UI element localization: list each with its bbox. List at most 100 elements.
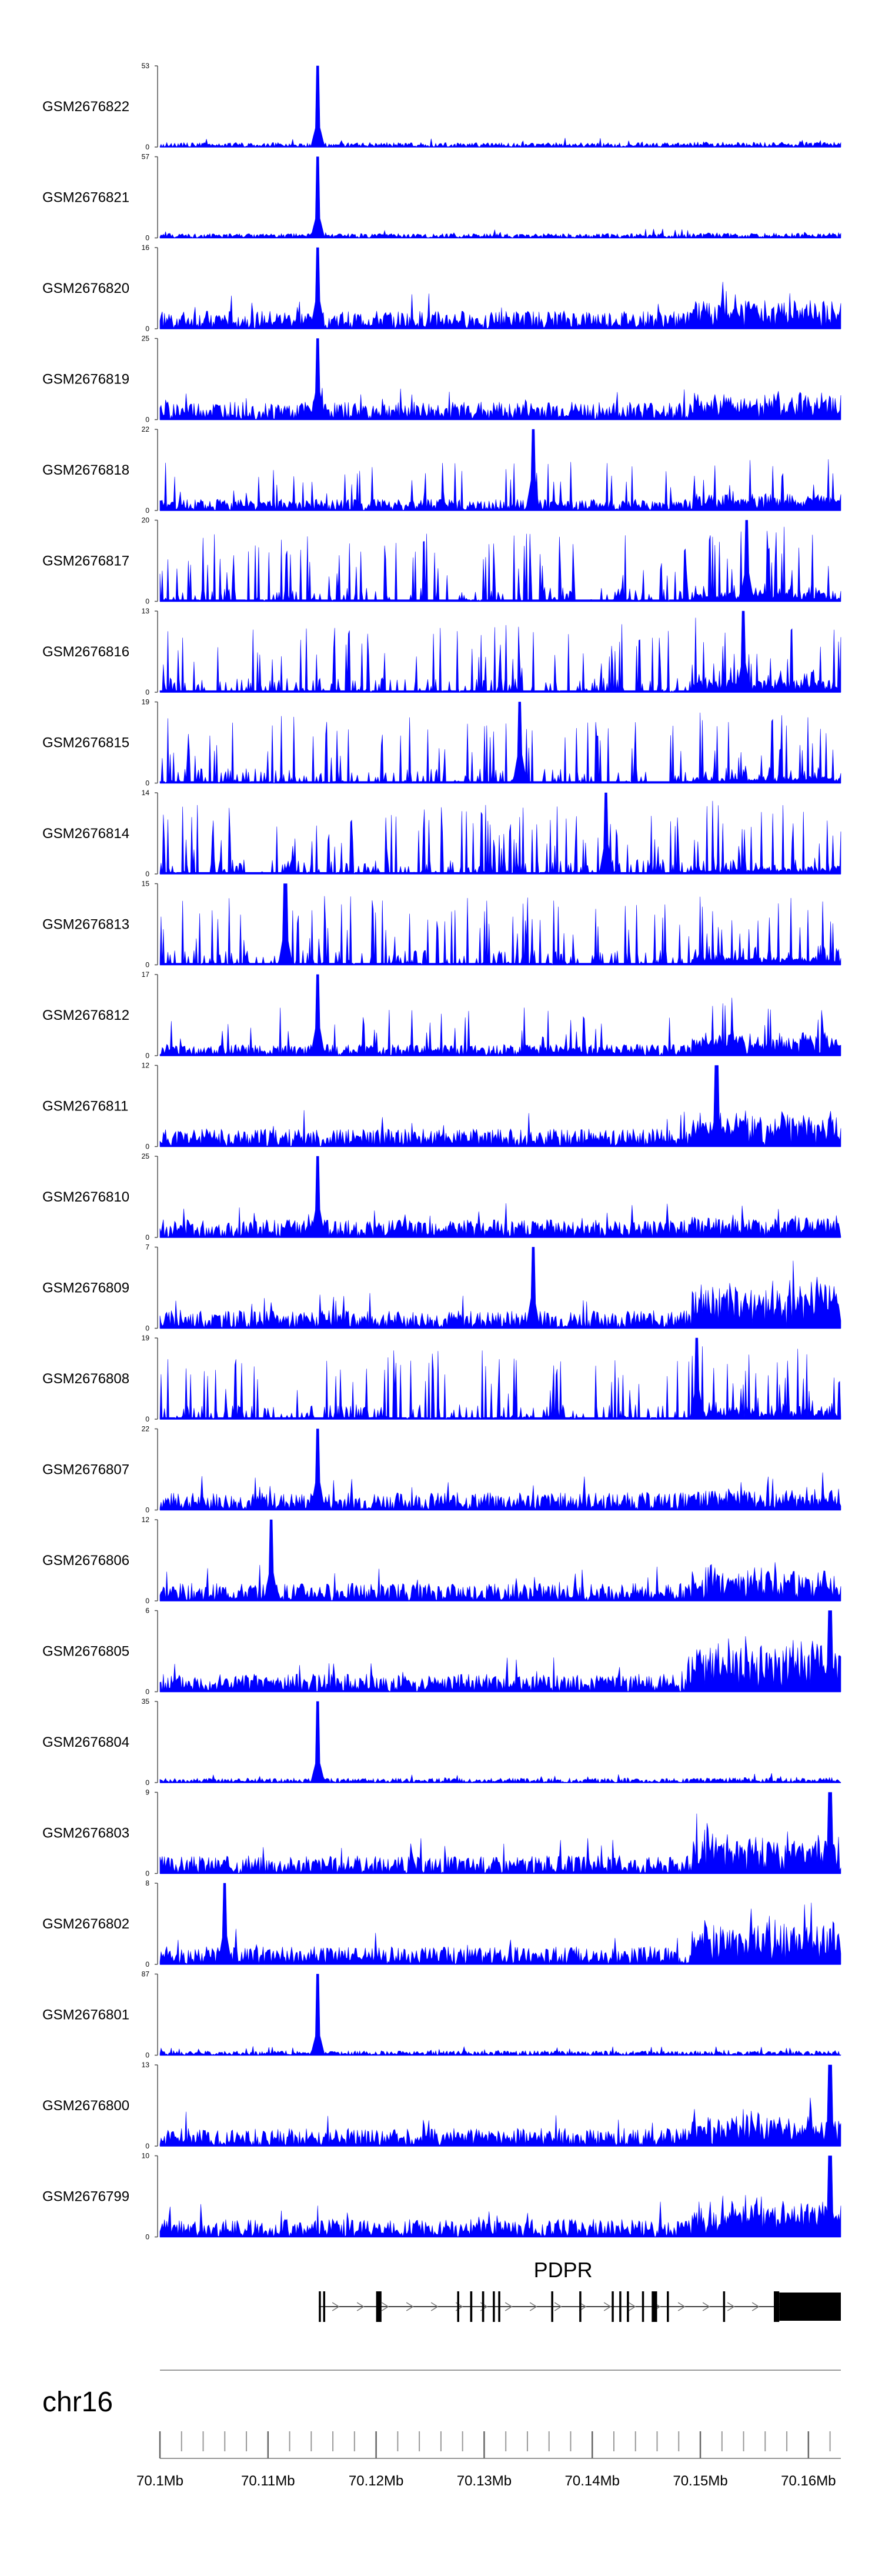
coverage-area xyxy=(159,610,841,693)
track-GSM2676803: GSM2676803 9 0 xyxy=(42,1788,841,1878)
gene-exon xyxy=(498,2291,500,2322)
strand-arrow xyxy=(529,2302,537,2311)
track-GSM2676806: GSM2676806 12 0 xyxy=(42,1516,841,1605)
track-GSM2676816: GSM2676816 13 0 xyxy=(42,607,841,696)
y-min-label: 0 xyxy=(145,961,149,969)
track-GSM2676812: GSM2676812 17 0 xyxy=(42,970,841,1060)
track-label: GSM2676805 xyxy=(42,1644,129,1660)
gene-name-label: PDPR xyxy=(534,2258,593,2282)
y-min-label: 0 xyxy=(145,1415,149,1423)
axis-tick-label: 70.1Mb xyxy=(136,2473,183,2489)
y-min-label: 0 xyxy=(145,143,149,151)
coverage-area xyxy=(159,1065,841,1147)
track-label: GSM2676799 xyxy=(42,2189,129,2205)
gene-track: PDPR xyxy=(319,2258,841,2322)
track-GSM2676814: GSM2676814 14 0 xyxy=(42,789,841,878)
genome-axis: chr16 70.1Mb 70.11Mb 70.12Mb 70.13Mb 70.14Mb 7… xyxy=(42,2370,841,2489)
y-min-label: 0 xyxy=(145,325,149,333)
coverage-area xyxy=(159,65,841,148)
y-min-label: 0 xyxy=(145,598,149,606)
axis-tick-label: 70.13Mb xyxy=(457,2473,512,2489)
gene-exon xyxy=(619,2291,622,2322)
track-GSM2676805: GSM2676805 6 0 xyxy=(42,1607,841,1696)
strand-arrow xyxy=(406,2302,414,2311)
track-GSM2676815: GSM2676815 19 0 xyxy=(42,698,841,788)
y-max-label: 53 xyxy=(142,62,150,70)
axis-tick-label: 70.14Mb xyxy=(565,2473,620,2489)
gene-exon xyxy=(612,2291,614,2322)
gene-exon xyxy=(579,2291,582,2322)
gene-exon xyxy=(457,2291,459,2322)
gene-exon xyxy=(319,2291,321,2322)
track-GSM2676809: GSM2676809 7 0 xyxy=(42,1243,841,1333)
strand-arrow xyxy=(381,2302,389,2311)
y-min-label: 0 xyxy=(145,1233,149,1242)
track-label: GSM2676802 xyxy=(42,1916,129,1932)
y-min-label: 0 xyxy=(145,779,149,788)
coverage-area xyxy=(159,1974,841,2056)
y-min-label: 0 xyxy=(145,506,149,515)
track-label: GSM2676810 xyxy=(42,1189,129,1205)
gene-exon xyxy=(774,2291,780,2322)
coverage-area xyxy=(159,1883,841,1965)
coverage-area xyxy=(159,1337,841,1420)
track-label: GSM2676806 xyxy=(42,1553,129,1569)
y-max-label: 12 xyxy=(142,1062,150,1070)
track-GSM2676811: GSM2676811 12 0 xyxy=(42,1062,841,1151)
y-min-label: 0 xyxy=(145,416,149,424)
coverage-area xyxy=(159,1792,841,1874)
coverage-area xyxy=(159,429,841,511)
coverage-area xyxy=(159,1156,841,1238)
chromosome-label: chr16 xyxy=(42,2387,113,2418)
strand-arrow xyxy=(677,2302,686,2311)
axis-tick-label: 70.15Mb xyxy=(673,2473,727,2489)
y-max-label: 19 xyxy=(142,698,150,706)
coverage-area xyxy=(159,974,841,1056)
y-min-label: 0 xyxy=(145,2142,149,2150)
y-min-label: 0 xyxy=(145,1960,149,1968)
y-max-label: 15 xyxy=(142,880,150,888)
track-label: GSM2676808 xyxy=(42,1371,129,1387)
y-min-label: 0 xyxy=(145,234,149,242)
track-GSM2676807: GSM2676807 22 0 xyxy=(42,1425,841,1514)
track-label: GSM2676807 xyxy=(42,1462,129,1478)
coverage-area xyxy=(159,1519,841,1601)
y-min-label: 0 xyxy=(145,1688,149,1696)
coverage-area xyxy=(159,1701,841,1783)
y-min-label: 0 xyxy=(145,1506,149,1514)
track-GSM2676800: GSM2676800 13 0 xyxy=(42,2061,841,2150)
coverage-tracks: GSM2676822530GSM2676821570GSM2676820160G… xyxy=(42,62,841,2241)
y-max-label: 17 xyxy=(142,970,150,979)
coverage-area xyxy=(159,156,841,239)
track-label: GSM2676814 xyxy=(42,826,129,842)
gene-exon xyxy=(376,2291,382,2322)
track-GSM2676813: GSM2676813 15 0 xyxy=(42,880,841,969)
y-min-label: 0 xyxy=(145,1870,149,1878)
track-label: GSM2676804 xyxy=(42,1734,129,1750)
y-max-label: 20 xyxy=(142,516,150,525)
track-GSM2676822: GSM2676822 53 0 xyxy=(42,62,841,151)
track-label: GSM2676812 xyxy=(42,1007,129,1023)
y-max-label: 9 xyxy=(145,1788,149,1797)
y-max-label: 25 xyxy=(142,335,150,343)
track-GSM2676821: GSM2676821 57 0 xyxy=(42,153,841,242)
strand-arrow xyxy=(554,2302,562,2311)
strand-arrow xyxy=(628,2302,636,2311)
y-min-label: 0 xyxy=(145,1052,149,1060)
y-max-label: 25 xyxy=(142,1152,150,1160)
coverage-area xyxy=(159,1247,841,1329)
axis-tick-label: 70.11Mb xyxy=(241,2473,295,2489)
strand-arrow xyxy=(727,2302,735,2311)
strand-arrow xyxy=(603,2302,612,2311)
y-min-label: 0 xyxy=(145,1597,149,1605)
track-label: GSM2676809 xyxy=(42,1280,129,1296)
track-GSM2676808: GSM2676808 19 0 xyxy=(42,1334,841,1423)
track-GSM2676802: GSM2676802 8 0 xyxy=(42,1879,841,1968)
y-max-label: 35 xyxy=(142,1697,150,1706)
gene-exon xyxy=(652,2291,657,2322)
y-max-label: 16 xyxy=(142,243,150,252)
gene-exon xyxy=(723,2291,726,2322)
y-max-label: 12 xyxy=(142,1516,150,1524)
strand-arrow xyxy=(356,2302,365,2311)
